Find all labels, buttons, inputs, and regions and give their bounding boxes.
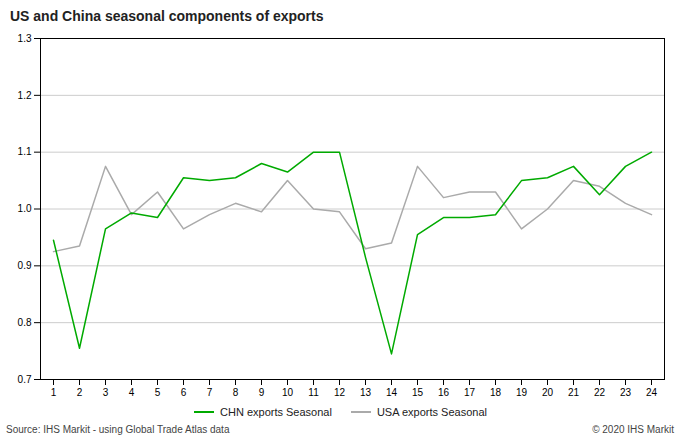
svg-text:12: 12 — [334, 387, 346, 398]
html-text:US and China seasonal componen: US and China seasonal components of expo… — [10, 8, 324, 24]
svg-text:23: 23 — [620, 387, 632, 398]
html-text:Source: IHS Markit - using Glo: Source: IHS Markit - using Global Trade … — [6, 423, 230, 435]
svg-text:1.0: 1.0 — [18, 203, 32, 214]
svg-text:0.9: 0.9 — [18, 260, 32, 271]
svg-text:20: 20 — [542, 387, 554, 398]
svg-text:8: 8 — [233, 387, 239, 398]
svg-text:22: 22 — [594, 387, 606, 398]
svg-text:1: 1 — [51, 387, 57, 398]
svg-text:13: 13 — [360, 387, 372, 398]
svg-text:4: 4 — [129, 387, 135, 398]
svg-text:21: 21 — [568, 387, 580, 398]
svg-text:1.1: 1.1 — [18, 146, 32, 157]
svg-text:17: 17 — [464, 387, 476, 398]
svg-text:3: 3 — [103, 387, 109, 398]
svg-text:18: 18 — [490, 387, 502, 398]
svg-text:15: 15 — [412, 387, 424, 398]
svg-text:7: 7 — [207, 387, 213, 398]
svg-text:2: 2 — [77, 387, 83, 398]
html-text:USA exports Seasonal: USA exports Seasonal — [376, 406, 487, 418]
html-text:CHN exports Seasonal: CHN exports Seasonal — [220, 406, 332, 418]
svg-text:9: 9 — [259, 387, 265, 398]
svg-text:14: 14 — [386, 387, 398, 398]
svg-text:0.7: 0.7 — [18, 374, 32, 385]
svg-text:0.8: 0.8 — [18, 317, 32, 328]
svg-text:10: 10 — [282, 387, 294, 398]
svg-text:1.2: 1.2 — [18, 90, 32, 101]
svg-text:16: 16 — [438, 387, 450, 398]
svg-text:1.3: 1.3 — [18, 33, 32, 44]
svg-text:6: 6 — [181, 387, 187, 398]
html-text:© 2020 IHS Markit: © 2020 IHS Markit — [592, 423, 674, 435]
svg-text:5: 5 — [155, 387, 161, 398]
svg-text:24: 24 — [646, 387, 658, 398]
svg-text:19: 19 — [516, 387, 528, 398]
svg-text:11: 11 — [308, 387, 319, 398]
